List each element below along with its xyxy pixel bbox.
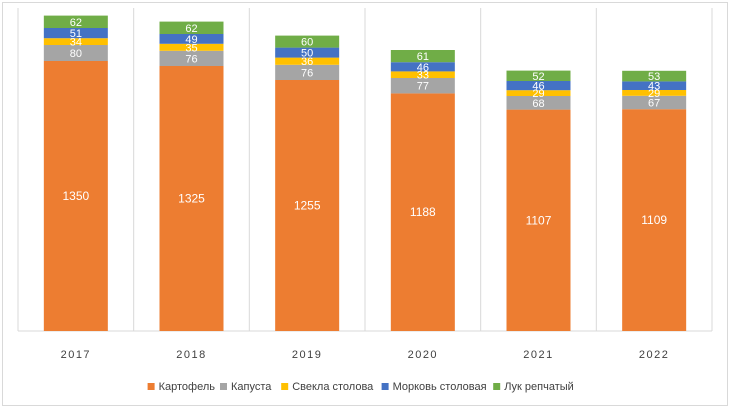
- x-tick-2022: 2022: [639, 349, 669, 361]
- legend-label-3: Морковь столовая: [393, 381, 487, 393]
- legend-swatch-2: [281, 383, 289, 390]
- data-label-2022-series-3: 43: [648, 81, 660, 93]
- bar-2017-series-1: [43, 45, 108, 61]
- data-label-2018-series-1: 76: [185, 53, 197, 65]
- chart-frame: 1350 80 34 51 62 1325 76 35 49 62 1255 76 36 50 60 1188…: [2, 2, 728, 406]
- legend-swatch-0: [147, 383, 155, 390]
- data-label-2021-series-1: 68: [532, 98, 544, 110]
- data-label-2017-series-0: 1350: [62, 189, 89, 203]
- data-label-2020-series-1: 77: [417, 81, 429, 93]
- data-label-2019-series-1: 76: [301, 67, 313, 79]
- data-label-2019-series-2: 36: [301, 56, 313, 68]
- data-label-2020-series-3: 46: [417, 62, 429, 74]
- bar-2020-series-1: [390, 78, 455, 94]
- data-label-2019-series-4: 60: [301, 37, 313, 49]
- data-label-2018-series-3: 49: [185, 34, 197, 46]
- bar-2019-series-4: [275, 35, 340, 48]
- bar-2018-series-3: [159, 34, 224, 44]
- data-label-2017-series-3: 51: [70, 28, 82, 40]
- bar-2019-series-3: [275, 47, 340, 58]
- x-tick-labels: 2017 2018 2019 2020 2021 2022: [61, 349, 669, 361]
- bar-2021-series-0: [506, 109, 571, 331]
- bars-layer: [43, 15, 687, 332]
- x-tick-2017: 2017: [61, 349, 91, 361]
- x-tick-2018: 2018: [176, 349, 206, 361]
- bar-2020-series-4: [390, 50, 455, 63]
- data-label-2022-series-2: 29: [648, 88, 660, 100]
- stacked-bar-chart: 1350803451621325763549621255763650601188…: [17, 8, 713, 393]
- legend-label-2: Свекла столова: [292, 381, 374, 393]
- legend-swatch-1: [220, 383, 227, 390]
- bar-2018-series-4: [159, 21, 224, 34]
- bar-2020-series-0: [390, 93, 455, 332]
- legend-swatch-3: [381, 383, 389, 390]
- bar-2019-series-0: [275, 80, 340, 331]
- data-label-2017-series-2: 34: [70, 37, 82, 49]
- bar-2018-series-2: [159, 43, 224, 51]
- data-label-2017-series-1: 80: [70, 48, 82, 60]
- bar-2022-series-4: [622, 70, 687, 82]
- data-label-2018-series-4: 62: [185, 23, 197, 35]
- bar-2022-series-2: [622, 90, 687, 96]
- legend-swatch-4: [493, 383, 501, 390]
- bar-2019-series-2: [275, 57, 340, 65]
- bar-2017-series-2: [43, 38, 108, 45]
- bar-2022-series-1: [622, 95, 687, 110]
- legend: Картофель Капуста Свекла столова Морковь ст…: [147, 381, 574, 393]
- bar-2019-series-1: [275, 64, 340, 80]
- bar-2021-series-3: [506, 81, 571, 91]
- legend-label-4: Лук репчатый: [504, 381, 574, 393]
- bar-2017-series-3: [43, 28, 108, 39]
- bar-2022-series-0: [622, 109, 687, 331]
- data-labels-layer: 1350803451621325763549621255763650601188…: [62, 17, 667, 228]
- data-label-2018-series-2: 35: [185, 42, 197, 54]
- data-label-2018-series-0: 1325: [178, 192, 205, 206]
- bar-2022-series-3: [622, 81, 687, 90]
- x-tick-2019: 2019: [292, 349, 322, 361]
- data-label-2022-series-4: 53: [648, 71, 660, 83]
- data-label-2017-series-4: 62: [70, 17, 82, 29]
- data-label-2021-series-2: 29: [532, 88, 544, 100]
- data-label-2019-series-3: 50: [301, 48, 313, 60]
- bar-2021-series-2: [506, 90, 571, 96]
- data-label-2022-series-1: 67: [648, 98, 660, 110]
- data-label-2021-series-4: 52: [532, 71, 544, 83]
- data-label-2022-series-0: 1109: [641, 213, 667, 227]
- bar-2017-series-0: [43, 61, 108, 331]
- bar-2021-series-1: [506, 96, 571, 110]
- x-tick-2021: 2021: [523, 349, 553, 361]
- bar-2018-series-0: [159, 66, 224, 331]
- legend-label-1: Капуста: [231, 381, 272, 393]
- bar-2017-series-4: [43, 15, 108, 28]
- bar-2021-series-4: [506, 70, 571, 81]
- bar-2018-series-1: [159, 50, 224, 66]
- data-label-2019-series-0: 1255: [294, 199, 321, 213]
- grid-lines: [17, 8, 713, 332]
- x-tick-2020: 2020: [408, 349, 438, 361]
- data-label-2020-series-0: 1188: [410, 205, 436, 219]
- data-label-2020-series-4: 61: [417, 51, 429, 63]
- data-label-2021-series-3: 46: [532, 81, 544, 93]
- bar-2020-series-2: [390, 71, 455, 78]
- data-label-2021-series-0: 1107: [526, 213, 552, 227]
- bar-2020-series-3: [390, 62, 455, 72]
- data-label-2020-series-2: 33: [417, 70, 429, 82]
- legend-label-0: Картофель: [159, 381, 216, 393]
